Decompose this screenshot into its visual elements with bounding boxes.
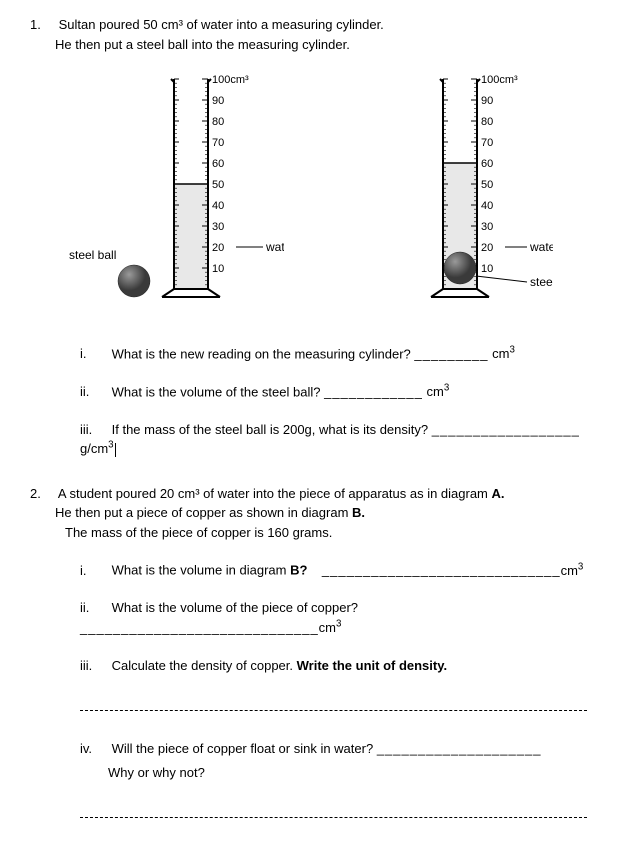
q1-i-text: What is the new reading on the measuring…: [112, 346, 411, 361]
q1-iii-unit: g/cm3: [80, 441, 114, 456]
svg-text:water: water: [265, 240, 284, 254]
q2-iv-answer-line[interactable]: [80, 800, 587, 818]
q2-iii-bold: Write the unit of density.: [297, 658, 447, 673]
q1-line1: Sultan poured 50 cm³ of water into a mea…: [59, 17, 384, 32]
q2-line3: The mass of the piece of copper is 160 g…: [65, 523, 587, 543]
q2-line2: He then put a piece of copper as shown i…: [55, 505, 352, 520]
cylinder-diagrams: 100cm³908070605040302010steel ballwater …: [30, 69, 587, 319]
q1-sub-i: i. What is the new reading on the measur…: [80, 344, 587, 364]
svg-text:70: 70: [212, 137, 224, 149]
svg-text:30: 30: [481, 221, 493, 233]
q1-ii-roman: ii.: [80, 382, 108, 402]
q1-ii-unit: cm3: [426, 384, 449, 399]
q2-sub-iii: iii. Calculate the density of copper. Wr…: [80, 656, 587, 676]
svg-text:steel ball: steel ball: [530, 275, 553, 289]
svg-text:50: 50: [212, 179, 224, 191]
q1-ii-blank[interactable]: ____________: [324, 384, 423, 399]
q1-sub-iii: iii. If the mass of the steel ball is 20…: [80, 420, 587, 459]
svg-text:60: 60: [481, 158, 493, 170]
cursor-mark: [115, 443, 116, 457]
q1-i-blank[interactable]: _________: [414, 346, 488, 361]
q2-line1-bold: A.: [492, 486, 505, 501]
q1-iii-roman: iii.: [80, 420, 108, 440]
q2-iii-roman: iii.: [80, 656, 108, 676]
svg-text:water: water: [529, 240, 553, 254]
q2-i-unit: cm3: [561, 563, 584, 578]
q2-iv-text: Will the piece of copper float or sink i…: [112, 741, 374, 756]
q2-i-bold: B?: [290, 563, 307, 578]
q2-i-text: What is the volume in diagram: [112, 563, 290, 578]
q1-iii-text: If the mass of the steel ball is 200g, w…: [112, 422, 429, 437]
cylinder-left-svg: 100cm³ 90 80 70 60 50 40 30 20 10 steel ball water: [64, 69, 284, 319]
cylinder-right-svg: 100cm³ 90 80 70 60 50 40 30 20 10 water steel ball: [333, 69, 553, 319]
q2-sub-iv: iv. Will the piece of copper float or si…: [80, 739, 587, 782]
q1-sub-ii: ii. What is the volume of the steel ball…: [80, 382, 587, 402]
svg-text:30: 30: [212, 221, 224, 233]
question-1: 1. Sultan poured 50 cm³ of water into a …: [30, 15, 587, 459]
q2-line2-bold: B.: [352, 505, 365, 520]
q2-ii-text: What is the volume of the piece of coppe…: [112, 600, 358, 615]
q1-line2: He then put a steel ball into the measur…: [55, 35, 587, 55]
q2-iv-blank[interactable]: ____________________: [377, 741, 542, 756]
q2-stem-1: 2. A student poured 20 cm³ of water into…: [30, 484, 587, 504]
svg-text:90: 90: [212, 95, 224, 107]
q2-iii-answer-line[interactable]: [80, 693, 587, 711]
q2-i-roman: i.: [80, 561, 108, 581]
svg-text:20: 20: [212, 242, 224, 254]
q2-ii-blank[interactable]: _____________________________: [80, 620, 319, 635]
q2-sub-ii: ii. What is the volume of the piece of c…: [80, 598, 587, 637]
q2-ii-roman: ii.: [80, 598, 108, 618]
svg-text:20: 20: [481, 242, 493, 254]
q2-sub-i: i. What is the volume in diagram B? ____…: [80, 560, 587, 580]
q1-stem: 1. Sultan poured 50 cm³ of water into a …: [30, 15, 587, 35]
svg-text:100cm³: 100cm³: [212, 74, 249, 86]
diagram-left: 100cm³ 90 80 70 60 50 40 30 20 10 steel ball water: [64, 69, 284, 319]
q1-number: 1.: [30, 15, 55, 35]
svg-text:steel ball: steel ball: [69, 248, 116, 262]
q2-iii-text: Calculate the density of copper.: [112, 658, 297, 673]
q2-line1: A student poured 20 cm³ of water into th…: [58, 486, 492, 501]
q2-stem-2: He then put a piece of copper as shown i…: [55, 503, 587, 523]
q1-i-roman: i.: [80, 344, 108, 364]
q2-ii-unit: cm3: [319, 620, 342, 635]
q1-ii-text: What is the volume of the steel ball?: [112, 384, 321, 399]
svg-text:10: 10: [212, 263, 224, 275]
svg-text:80: 80: [481, 116, 493, 128]
diagram-right: 100cm³ 90 80 70 60 50 40 30 20 10 water steel ball: [333, 69, 553, 319]
q2-number: 2.: [30, 484, 55, 504]
q1-i-unit: cm3: [492, 346, 515, 361]
svg-text:50: 50: [481, 179, 493, 191]
svg-text:10: 10: [481, 263, 493, 275]
q2-i-blank[interactable]: _____________________________: [322, 563, 561, 578]
q2-iv-roman: iv.: [80, 739, 108, 759]
q1-iii-blank[interactable]: __________________: [432, 422, 580, 437]
svg-text:90: 90: [481, 95, 493, 107]
svg-text:70: 70: [481, 137, 493, 149]
svg-text:80: 80: [212, 116, 224, 128]
question-2: 2. A student poured 20 cm³ of water into…: [30, 484, 587, 818]
svg-text:100cm³: 100cm³: [481, 74, 518, 86]
svg-text:40: 40: [212, 200, 224, 212]
svg-text:60: 60: [212, 158, 224, 170]
svg-text:40: 40: [481, 200, 493, 212]
q2-iv-text2: Why or why not?: [108, 763, 587, 783]
